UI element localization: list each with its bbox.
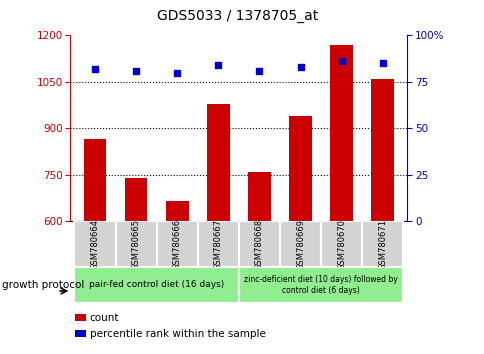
Point — [337, 58, 345, 64]
Point — [255, 68, 263, 74]
FancyBboxPatch shape — [238, 267, 403, 303]
Point — [378, 61, 386, 66]
Bar — [84, 139, 106, 221]
FancyBboxPatch shape — [238, 221, 279, 267]
Text: GDS5033 / 1378705_at: GDS5033 / 1378705_at — [157, 9, 318, 23]
Text: GSM780664: GSM780664 — [91, 219, 99, 270]
FancyBboxPatch shape — [362, 221, 403, 267]
Point — [214, 62, 222, 68]
FancyBboxPatch shape — [74, 221, 115, 267]
Bar — [124, 178, 147, 221]
Text: GSM780671: GSM780671 — [378, 219, 386, 270]
Text: GSM780666: GSM780666 — [172, 219, 182, 270]
Point — [91, 66, 99, 72]
Text: GSM780669: GSM780669 — [295, 219, 304, 270]
Bar — [75, 314, 86, 321]
Text: pair-fed control diet (16 days): pair-fed control diet (16 days) — [89, 280, 224, 290]
FancyBboxPatch shape — [74, 267, 238, 303]
FancyBboxPatch shape — [197, 221, 238, 267]
Point — [173, 70, 181, 75]
Text: percentile rank within the sample: percentile rank within the sample — [90, 329, 265, 339]
FancyBboxPatch shape — [320, 221, 362, 267]
Text: growth protocol: growth protocol — [2, 280, 85, 290]
Bar — [207, 103, 229, 221]
Bar — [330, 45, 352, 221]
Bar — [371, 79, 393, 221]
Text: count: count — [90, 313, 119, 323]
Point — [132, 68, 140, 74]
Text: GSM780667: GSM780667 — [213, 219, 222, 270]
FancyBboxPatch shape — [279, 221, 320, 267]
Text: GSM780670: GSM780670 — [336, 219, 346, 270]
Bar — [75, 330, 86, 337]
Text: zinc-deficient diet (10 days) followed by
control diet (6 days): zinc-deficient diet (10 days) followed b… — [244, 275, 397, 295]
Text: GSM780668: GSM780668 — [255, 219, 263, 270]
Bar — [166, 201, 188, 221]
FancyBboxPatch shape — [156, 221, 197, 267]
Point — [296, 64, 304, 70]
Bar — [248, 172, 270, 221]
Bar — [288, 116, 311, 221]
FancyBboxPatch shape — [115, 221, 156, 267]
Text: GSM780665: GSM780665 — [131, 219, 140, 270]
